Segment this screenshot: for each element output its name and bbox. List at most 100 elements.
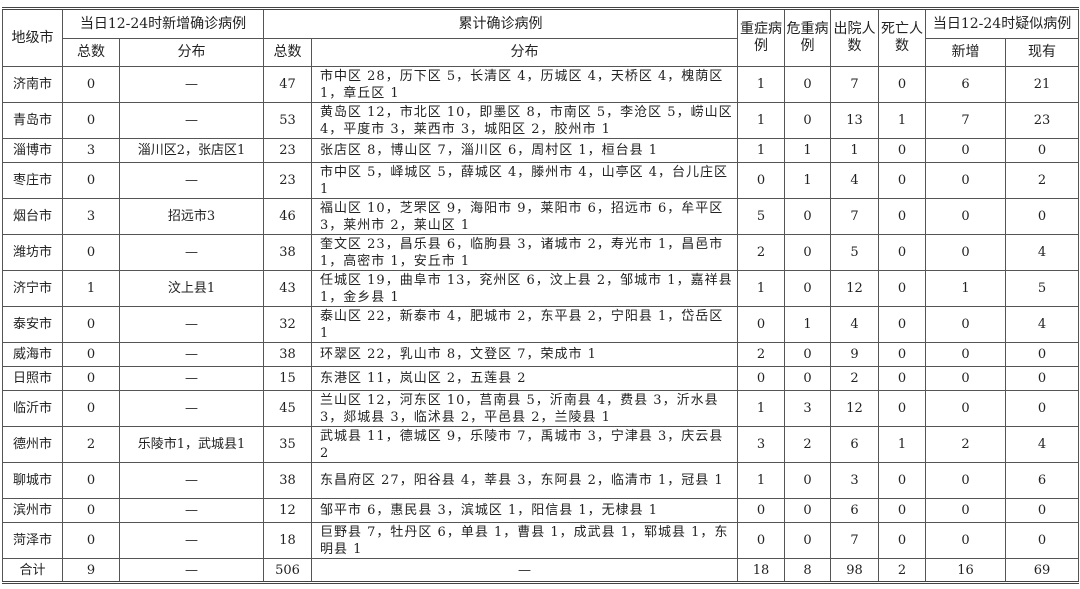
cell-deaths: 0 [878,234,927,271]
cell-new-total: 0 [62,234,120,271]
cell-severe: 18 [737,558,786,583]
cell-new-total: 2 [62,426,120,463]
cell-susp-cur: 69 [1005,558,1080,583]
cell-susp-new: 1 [925,270,1007,307]
cell-susp-cur: 23 [1005,102,1080,139]
cell-discharged: 98 [830,558,880,583]
table-row: 菏泽市 0—18 巨野县 7，牡丹区 6，单县 1，曹县 1，成武县 1，郓城县 1… [2,522,1080,559]
table-row: 德州市 2 乐陵市1，武城县1 35 武城县 11，德城区 9，乐陵市 7，禹城市 3，… [2,426,1080,463]
cell-cum-total: 18 [263,522,313,559]
table-row: 泰安市 0—32 泰山区 22，新泰市 4，肥城市 2，东平县 2，宁阳县 1，岱岳… [2,306,1080,343]
cell-city: 菏泽市 [2,522,63,559]
cell-discharged: 4 [830,306,880,343]
cell-susp-new: 7 [925,102,1007,139]
table-row: 枣庄市 0—23 市中区 5，峄城区 5，薛城区 4，滕州市 4，山亭区 4，台儿庄… [2,162,1080,199]
cell-cum-total: 46 [263,198,313,235]
cell-severe: 1 [737,102,786,139]
cell-new-dist: — [118,390,265,427]
cell-deaths: 0 [878,462,927,499]
cell-susp-cur: 4 [1005,234,1080,271]
cell-cum-total: 35 [263,426,313,463]
cell-cum-dist: — [311,558,739,583]
cell-severe: 1 [737,66,786,103]
cell-city: 枣庄市 [2,162,63,199]
cell-city: 济南市 [2,66,63,103]
cell-critical: 1 [784,162,832,199]
cell-susp-new: 0 [925,390,1007,427]
cell-critical: 0 [784,498,832,523]
cell-deaths: 0 [878,66,927,103]
cell-cum-total: 43 [263,270,313,307]
cell-new-total: 9 [62,558,120,583]
cell-deaths: 2 [878,558,927,583]
cell-discharged: 12 [830,390,880,427]
cell-new-dist: — [118,498,265,523]
cell-deaths: 0 [878,306,927,343]
cell-new-total: 0 [62,390,120,427]
cell-critical: 0 [784,366,832,391]
cell-severe: 0 [737,306,786,343]
cell-severe: 0 [737,366,786,391]
cell-new-total: 1 [62,270,120,307]
table-row: 济宁市 1 汶上县1 43 任城区 19，曲阜市 13，兖州区 6，汶上县 2，邹城市 … [2,270,1080,307]
cell-susp-cur: 4 [1005,426,1080,463]
cell-new-total: 0 [62,306,120,343]
cell-susp-new: 0 [925,498,1007,523]
cell-new-total: 0 [62,162,120,199]
header-new-total: 总数 [62,38,120,67]
cell-new-dist: — [118,342,265,367]
cell-new-total: 0 [62,66,120,103]
header-deaths: 死亡人数 [878,8,927,67]
cell-city: 潍坊市 [2,234,63,271]
cell-discharged: 12 [830,270,880,307]
cell-discharged: 4 [830,162,880,199]
cell-susp-new: 0 [925,342,1007,367]
total-row: 合计 9—506—18 8 98 2 16 69 [2,558,1080,583]
cell-critical: 0 [784,462,832,499]
cell-new-total: 0 [62,522,120,559]
cell-cum-dist: 福山区 10，芝罘区 9，海阳市 9，莱阳市 6，招远市 6，牟平区 3，莱州市… [311,198,739,235]
cell-new-dist: — [118,558,265,583]
cell-city: 青岛市 [2,102,63,139]
cell-cum-dist: 任城区 19，曲阜市 13，兖州区 6，汶上县 2，邹城市 1，嘉祥县 1，金乡… [311,270,739,307]
cell-new-dist: — [118,462,265,499]
cell-cum-dist: 环翠区 22，乳山市 8，文登区 7，荣成市 1 [311,342,739,367]
cell-discharged: 6 [830,498,880,523]
cell-new-total: 0 [62,498,120,523]
cell-city: 济宁市 [2,270,63,307]
table-row: 潍坊市 0—38 奎文区 23，昌乐县 6，临朐县 3，诸城市 2，寿光市 1，昌邑… [2,234,1080,271]
cell-susp-new: 0 [925,234,1007,271]
header-suspected: 当日12-24时疑似病例 [925,8,1080,39]
table-row: 青岛市 0—53 黄岛区 12，市北区 10，即墨区 8，市南区 5，李沧区 5，崂… [2,102,1080,139]
cell-deaths: 0 [878,498,927,523]
cell-city: 泰安市 [2,306,63,343]
cell-city: 德州市 [2,426,63,463]
cell-new-dist: — [118,102,265,139]
cell-critical: 2 [784,426,832,463]
cell-severe: 1 [737,138,786,163]
cell-new-total: 0 [62,342,120,367]
table-row: 烟台市 3 招远市3 46 福山区 10，芝罘区 9，海阳市 9，莱阳市 6，招远市 6… [2,198,1080,235]
table-row: 聊城市 0—38 东昌府区 27，阳谷县 4，莘县 3，东阿县 2，临清市 1，冠县… [2,462,1080,499]
header-city: 地级市 [2,8,63,67]
cell-susp-cur: 0 [1005,390,1080,427]
cell-severe: 3 [737,426,786,463]
header-new-distribution: 分布 [118,38,265,67]
cell-cum-dist: 武城县 11，德城区 9，乐陵市 7，禹城市 3，宁津县 3，庆云县 2 [311,426,739,463]
cell-critical: 0 [784,198,832,235]
cell-critical: 0 [784,342,832,367]
cell-cum-dist: 张店区 8，博山区 7，淄川区 6，周村区 1，桓台县 1 [311,138,739,163]
cell-new-total: 0 [62,102,120,139]
cell-susp-new: 0 [925,162,1007,199]
cell-new-dist: 乐陵市1，武城县1 [118,426,265,463]
cell-susp-cur: 5 [1005,270,1080,307]
cell-susp-cur: 4 [1005,306,1080,343]
cell-discharged: 2 [830,366,880,391]
cell-deaths: 0 [878,198,927,235]
cell-susp-new: 0 [925,306,1007,343]
cell-deaths: 1 [878,426,927,463]
table-row: 济南市 0—47 市中区 28，历下区 5，长清区 4，历城区 4，天桥区 4，槐荫… [2,66,1080,103]
table-row: 临沂市 0—45 兰山区 12，河东区 10，莒南县 5，沂南县 4，费县 3，沂水… [2,390,1080,427]
